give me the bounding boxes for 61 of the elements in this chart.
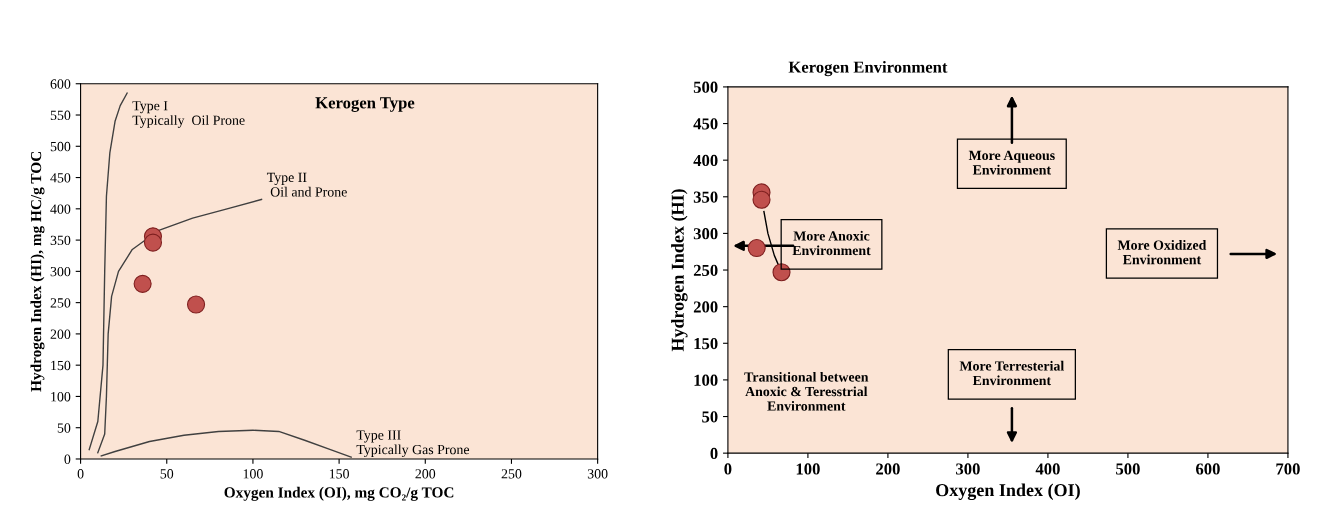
y-tick-label: 500 (50, 141, 71, 152)
point (747, 239, 766, 258)
point (133, 274, 152, 293)
y-tick-label: 0 (710, 447, 718, 460)
x-tick-label: 100 (796, 463, 820, 475)
annotation: More Anoxic Environment (792, 230, 871, 256)
y-tick-label: 600 (50, 79, 71, 89)
x-tick-label: 100 (243, 469, 263, 479)
x-tick-label: 300 (587, 469, 608, 479)
x-tick-label: 50 (160, 469, 174, 479)
annotation: Type III Typically Gas Prone (356, 430, 470, 458)
annotation: Type II Oil and Prone (266, 172, 347, 197)
line-series (88, 92, 128, 451)
y-tick-label: 350 (50, 235, 71, 246)
annotation: More Oxidized Environment (1117, 240, 1207, 265)
y-tick-label: 300 (50, 266, 71, 277)
x-tick-label: 150 (329, 469, 349, 479)
y-tick-label: 400 (693, 154, 718, 167)
x-tick-label: 0 (724, 463, 732, 475)
y-tick-label: 200 (50, 329, 71, 339)
y-tick-label: 450 (50, 173, 71, 183)
x-tick-label: 500 (1116, 463, 1140, 475)
y-tick-label: 300 (693, 228, 718, 240)
chart-title: Kerogen Environment (788, 60, 948, 77)
x-tick-label: 0 (77, 469, 84, 479)
line-series (97, 198, 263, 454)
point (186, 295, 206, 314)
x-tick-label: 300 (956, 463, 980, 475)
y-tick-label: 550 (50, 110, 71, 120)
y-tick-label: 250 (693, 264, 718, 276)
y-tick-label: 0 (64, 454, 71, 464)
point (143, 233, 163, 252)
y-tick-label: 50 (57, 423, 71, 433)
y-axis-title: Hydrogen Index (HI) (671, 189, 688, 352)
annotation: More Terresterial Environment (959, 360, 1064, 386)
y-tick-label: 50 (702, 411, 718, 423)
point (752, 190, 771, 209)
y-tick-label: 100 (51, 392, 71, 402)
x-tick-label: 200 (876, 463, 900, 475)
y-tick-label: 200 (693, 301, 718, 313)
annotation: Transitional between Anoxic & Teresstrial Environment (744, 371, 869, 411)
text: Kerogen Type (315, 97, 415, 112)
y-tick-label: 350 (693, 191, 718, 203)
y-tick-label: 150 (694, 337, 718, 350)
x-axis-title: Oxygen Index (OI), mg CO₂/g TOC (224, 486, 454, 501)
annotation: More Aqueous Environment (968, 150, 1055, 175)
x-tick-label: 200 (415, 469, 436, 479)
y-tick-label: 150 (51, 360, 71, 371)
x-tick-label: 700 (1276, 463, 1300, 475)
annotation: Type I Typically Oil Prone (132, 101, 245, 128)
y-tick-label: 250 (50, 298, 71, 308)
y-tick-label: 400 (50, 204, 71, 214)
y-tick-label: 100 (694, 374, 718, 386)
line-series (100, 429, 352, 458)
x-tick-label: 600 (1196, 463, 1220, 475)
y-tick-label: 450 (693, 118, 718, 130)
y-tick-label: 500 (693, 81, 718, 93)
x-tick-label: 400 (1035, 463, 1060, 475)
y-axis-title: Hydrogen Index (HI), mg HC/g TOC (30, 151, 45, 392)
x-axis-title: Oxygen Index (OI) (936, 483, 1080, 501)
x-tick-label: 250 (501, 469, 522, 479)
